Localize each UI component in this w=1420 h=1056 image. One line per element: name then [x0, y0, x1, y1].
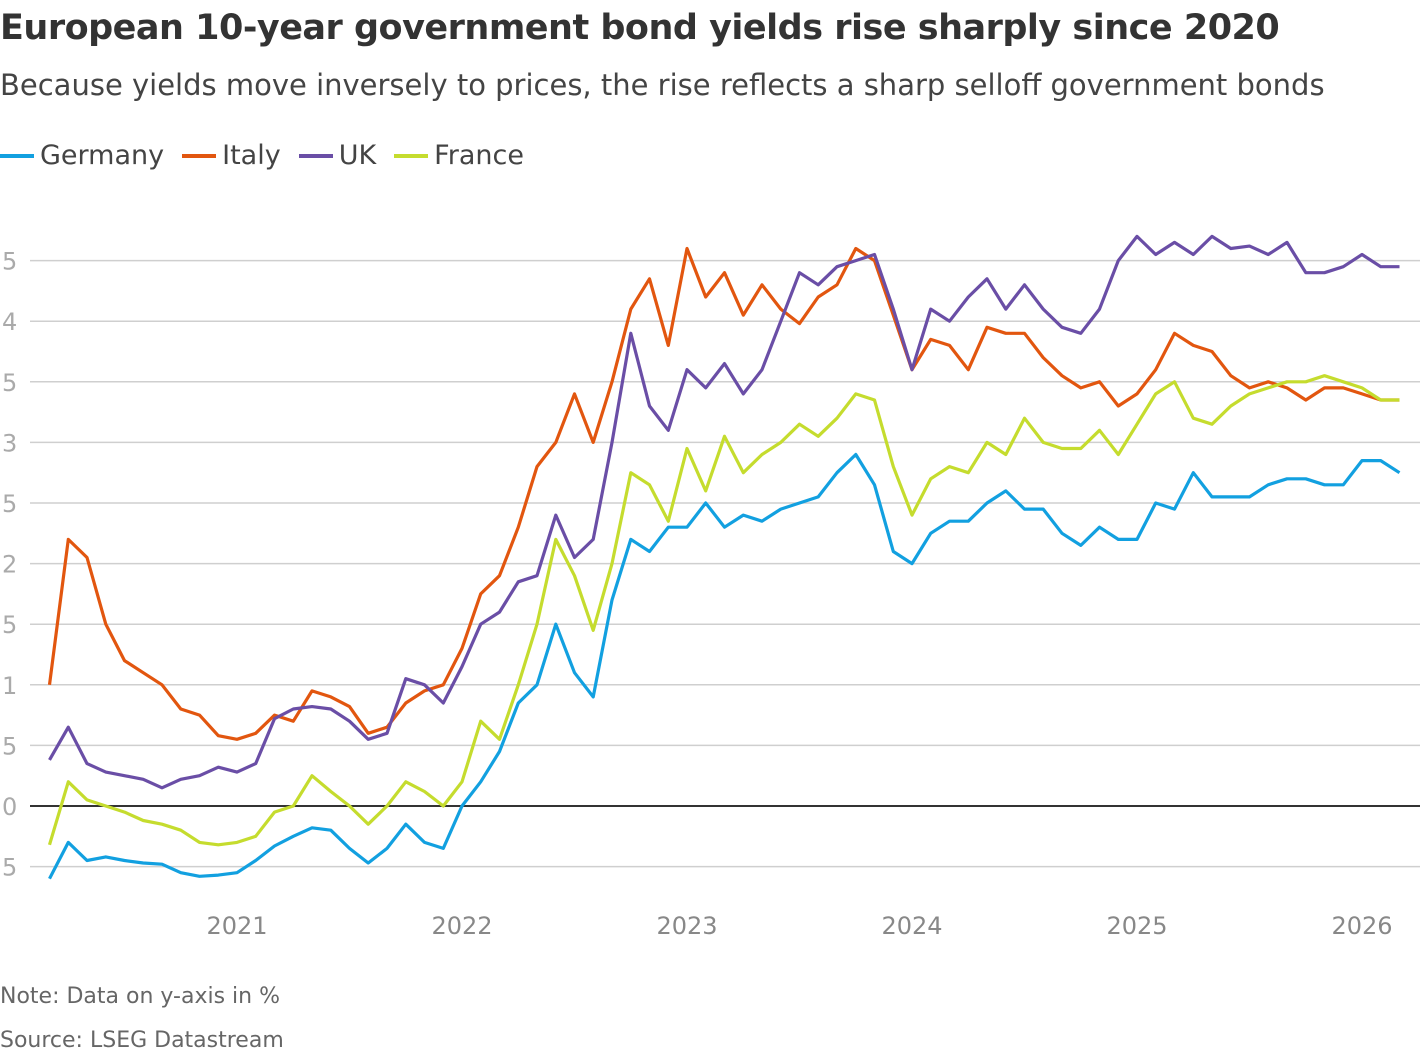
y-tick-label: 3: [2, 429, 17, 457]
x-tick-label: 2026: [1331, 912, 1392, 940]
chart-subtitle: Because yields move inversely to prices,…: [0, 68, 1325, 102]
y-tick-label: 4: [2, 308, 17, 336]
legend-swatch: [0, 153, 34, 158]
legend-label: Germany: [40, 140, 165, 171]
y-tick-label: 5: [2, 490, 17, 518]
legend-item-italy: Italy: [182, 140, 281, 171]
series-line-uk: [48, 234, 1400, 790]
legend-label: Italy: [222, 140, 281, 171]
legend: Germany Italy UK France: [0, 140, 524, 171]
chart-note: Note: Data on y-axis in %: [0, 984, 280, 1009]
legend-swatch: [182, 153, 217, 158]
y-tick-label: 5: [2, 854, 17, 882]
legend-label: France: [434, 140, 524, 171]
x-tick-label: 2021: [206, 912, 267, 940]
x-axis: 2021 2022 2023 2024 2025 2026: [206, 912, 1392, 940]
y-tick-label: 5: [2, 611, 17, 639]
chart-source: Source: LSEG Datastream: [0, 1028, 284, 1053]
y-tick-label: 2: [2, 551, 17, 579]
x-tick-label: 2022: [431, 912, 492, 940]
legend-swatch: [394, 153, 429, 158]
series-line-france: [47, 374, 1400, 847]
chart-title: European 10-year government bond yields …: [0, 8, 1280, 48]
legend-item-germany: Germany: [0, 140, 164, 171]
y-axis: 5 0 5 1 5 2 5 3 5 4 5: [2, 248, 17, 882]
legend-label: UK: [338, 140, 377, 171]
y-tick-label: 5: [2, 248, 17, 276]
y-tick-label: 1: [2, 672, 17, 700]
y-tick-label: 5: [2, 369, 17, 397]
legend-item-uk: UK: [298, 140, 377, 171]
series-lines: [47, 234, 1401, 880]
x-tick-label: 2023: [656, 912, 717, 940]
y-tick-label: 0: [2, 793, 17, 821]
series-line-germany: [48, 452, 1401, 880]
legend-swatch: [298, 153, 333, 158]
x-tick-label: 2025: [1106, 912, 1167, 940]
y-tick-label: 5: [2, 732, 17, 760]
series-line-italy: [47, 246, 1400, 741]
x-tick-label: 2024: [881, 912, 942, 940]
legend-item-france: France: [394, 140, 524, 171]
